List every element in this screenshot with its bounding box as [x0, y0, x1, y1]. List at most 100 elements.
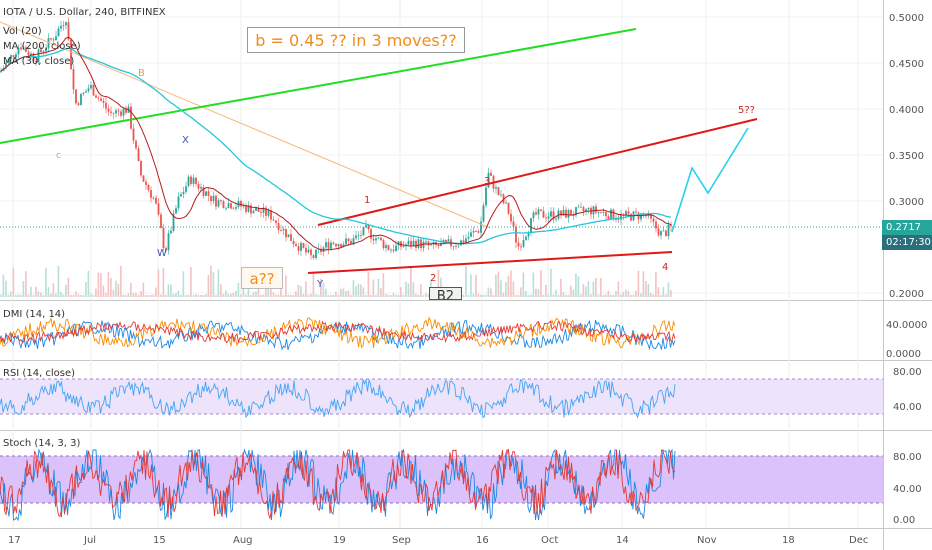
- candle-body: [120, 111, 122, 116]
- volume-bar: [427, 294, 430, 297]
- volume-bar: [55, 293, 57, 297]
- volume-bar: [325, 288, 327, 297]
- red-upper-channel-line[interactable]: [317, 118, 758, 226]
- projection-path[interactable]: [671, 127, 749, 233]
- dmi-axis[interactable]: 40.0000 0.0000: [886, 320, 927, 360]
- candle-body: [160, 214, 162, 229]
- volume-bar: [625, 289, 627, 297]
- b2-annotation[interactable]: B2: [429, 287, 462, 300]
- volume-bar: [67, 277, 70, 297]
- wave-label-2: 2: [430, 273, 436, 284]
- wave-label-4: 4: [662, 262, 668, 273]
- volume-bar: [542, 294, 545, 297]
- candle-body: [132, 128, 135, 141]
- green-uptrend-line[interactable]: [0, 28, 637, 144]
- volume-bar: [305, 281, 307, 297]
- candle-body: [80, 93, 82, 105]
- volume-bar: [105, 292, 107, 297]
- candle-body: [440, 242, 442, 247]
- candle-body: [602, 212, 605, 213]
- price-tick: 0.2000: [889, 289, 924, 300]
- time-tick: Sep: [392, 535, 411, 546]
- volume-bar: [617, 281, 620, 297]
- volume-bar: [20, 294, 22, 297]
- ma200-line[interactable]: [0, 47, 672, 245]
- volume-bar: [102, 285, 105, 297]
- stoch-tick: 40.00: [893, 484, 922, 495]
- candle-body: [615, 219, 617, 221]
- volume-bar: [355, 286, 357, 297]
- symbol-title[interactable]: IOTA / U.S. Dollar, 240, BITFINEX: [3, 7, 166, 18]
- candle-body: [7, 58, 10, 63]
- candle-body: [145, 181, 147, 185]
- candle-body: [382, 240, 385, 249]
- candle-body: [452, 245, 455, 247]
- candle-body: [527, 232, 530, 237]
- volume-bar: [540, 270, 542, 297]
- candle-body: [52, 39, 55, 41]
- dmi-label[interactable]: DMI (14, 14): [3, 309, 65, 320]
- candle-body: [507, 202, 510, 214]
- ma30-legend[interactable]: MA (30, close): [3, 56, 74, 67]
- headline-annotation[interactable]: b = 0.45 ?? in 3 moves??: [247, 27, 465, 53]
- candle-body: [457, 245, 460, 247]
- candle-body: [350, 240, 352, 245]
- ma200-legend[interactable]: MA (200, close): [3, 41, 81, 52]
- candle-body: [277, 223, 280, 231]
- volume-bar: [345, 291, 347, 297]
- volume-bar: [485, 294, 487, 297]
- volume-bar: [152, 294, 155, 297]
- volume-bar: [377, 278, 380, 297]
- volume-bar: [182, 271, 185, 297]
- volume-bar: [197, 294, 200, 297]
- volume-bar: [495, 274, 497, 297]
- ma30-line[interactable]: [0, 36, 672, 251]
- volume-bars: [0, 265, 672, 297]
- volume-bar: [425, 292, 427, 297]
- candle-body: [555, 218, 557, 220]
- candle-body: [425, 241, 427, 243]
- price-axis[interactable]: 0.5000 0.4500 0.4000 0.3500 0.3000 0.200…: [889, 13, 924, 300]
- candle-body: [367, 225, 370, 230]
- volume-bar: [137, 294, 140, 297]
- candle-body: [597, 212, 600, 213]
- stoch-label[interactable]: Stoch (14, 3, 3): [3, 438, 80, 449]
- a-annotation[interactable]: a??: [241, 267, 283, 289]
- volume-bar: [107, 272, 110, 297]
- candle-body: [347, 238, 350, 241]
- volume-bar: [205, 294, 207, 297]
- volume-bar: [592, 281, 595, 297]
- candle-body: [345, 238, 347, 245]
- volume-bar: [387, 294, 390, 297]
- volume-bar: [620, 294, 622, 297]
- candle-body: [180, 194, 182, 197]
- rsi-label[interactable]: RSI (14, close): [3, 368, 75, 379]
- candle-body: [475, 231, 477, 232]
- volume-bar: [512, 281, 515, 297]
- candle-body: [332, 242, 335, 244]
- volume-bar: [372, 279, 375, 297]
- volume-bar: [127, 293, 130, 297]
- stoch-axis[interactable]: 80.00 40.00 0.00: [893, 452, 922, 526]
- orange-downtrend-line[interactable]: [0, 21, 491, 229]
- volume-bar: [85, 282, 87, 297]
- volume-bar: [352, 280, 355, 297]
- vol-legend[interactable]: Vol (20): [3, 26, 42, 37]
- candle-body: [420, 239, 422, 248]
- volume-bar: [290, 294, 292, 297]
- candle-body: [270, 210, 272, 220]
- volume-bar: [412, 282, 415, 297]
- candlesticks[interactable]: [0, 17, 672, 260]
- volume-bar: [637, 270, 640, 297]
- volume-bar: [227, 293, 230, 297]
- volume-bar: [500, 280, 502, 297]
- volume-bar: [310, 293, 312, 297]
- rsi-axis[interactable]: 80.00 40.00: [893, 367, 922, 413]
- time-axis[interactable]: 17 Jul 15 Aug 19 Sep 16 Oct 14 Nov 18 De…: [8, 535, 868, 546]
- candle-body: [310, 249, 312, 256]
- volume-bar: [170, 284, 172, 297]
- red-lower-channel-line[interactable]: [307, 251, 673, 274]
- volume-bar: [507, 275, 510, 297]
